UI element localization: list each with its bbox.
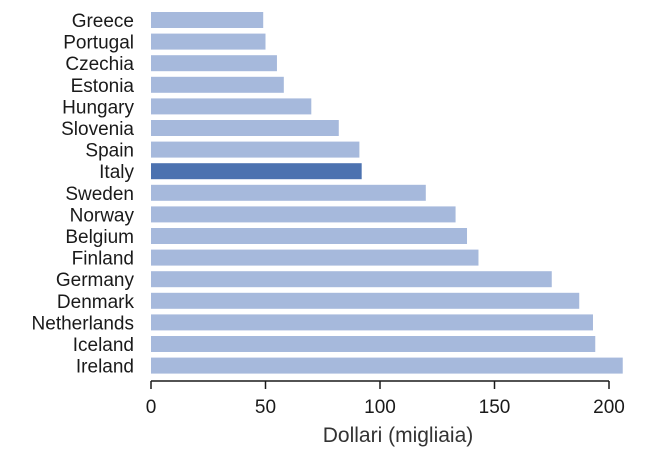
bar-norway [151, 206, 456, 223]
x-tick-label-200: 200 [593, 397, 625, 418]
category-label-spain: Spain [85, 141, 134, 162]
bar-hungary [151, 98, 312, 115]
bar-iceland [151, 336, 596, 352]
bar-germany [151, 271, 552, 288]
category-label-sweden: Sweden [65, 184, 134, 205]
bar-slovenia [151, 120, 339, 136]
bar-ireland [151, 357, 623, 374]
category-label-hungary: Hungary [62, 97, 134, 118]
category-label-czechia: Czechia [65, 54, 134, 75]
category-label-netherlands: Netherlands [32, 313, 134, 334]
category-label-slovenia: Slovenia [61, 119, 134, 140]
bar-czechia [151, 55, 277, 72]
bar-portugal [151, 33, 266, 50]
category-label-estonia: Estonia [71, 76, 135, 97]
category-labels: GreecePortugalCzechiaEstoniaHungarySlove… [32, 11, 135, 378]
category-label-greece: Greece [72, 11, 134, 32]
bars [151, 12, 623, 374]
category-label-iceland: Iceland [73, 335, 134, 356]
x-tick-label-50: 50 [255, 397, 276, 418]
bar-belgium [151, 228, 468, 244]
category-label-portugal: Portugal [63, 33, 134, 54]
category-label-finland: Finland [72, 249, 134, 270]
x-tick-label-0: 0 [146, 397, 157, 418]
category-label-italy: Italy [99, 162, 134, 183]
category-label-norway: Norway [70, 205, 135, 226]
bar-denmark [151, 292, 580, 309]
x-tick-label-150: 150 [479, 397, 511, 418]
bar-spain [151, 141, 360, 158]
bar-finland [151, 249, 479, 266]
bar-netherlands [151, 314, 593, 331]
bar-greece [151, 12, 264, 28]
category-label-germany: Germany [56, 270, 135, 291]
category-label-ireland: Ireland [76, 357, 134, 378]
category-label-denmark: Denmark [57, 292, 135, 313]
x-axis-title: Dollari (migliaia) [323, 424, 474, 447]
x-axis: 0 50 100 150 200 [146, 380, 625, 418]
bar-estonia [151, 76, 284, 93]
bar-sweden [151, 184, 426, 201]
bar-italy [151, 163, 362, 180]
category-label-belgium: Belgium [65, 227, 134, 248]
x-tick-label-100: 100 [364, 397, 396, 418]
